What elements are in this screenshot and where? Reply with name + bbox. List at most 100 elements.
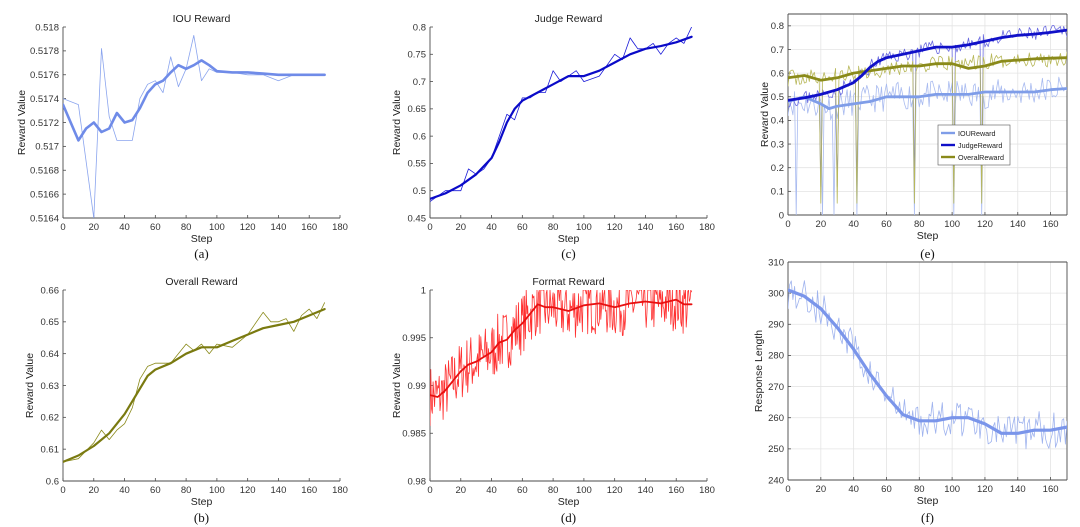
x-tick-label: 60 [150,485,161,496]
chart-b: 0 20 40 60 80 100 120 140 160 180 0.6 0.61 0.62 0.63 0… [24,276,348,525]
series-smoothed [63,308,326,463]
chart-f: 0 20 40 60 80 100 120 140 160 240 250 260 270 280 290 3… [753,257,1068,525]
y-tick-label: 0.4 [771,116,784,127]
x-tick-label: 120 [977,484,993,495]
y-axis-label: Reward Value [16,90,28,155]
x-tick-label: 0 [427,222,432,233]
figure-caption: (d) [561,510,576,525]
y-tick-label: 0.2 [771,163,784,174]
y-tick-label: 0.5172 [30,118,59,129]
chart-c: 0 20 40 60 80 100 120 140 160 180 0.45 0.5 0.55 0.6 0.… [391,13,715,261]
y-tick-label: 0.3 [771,139,784,150]
x-tick-label: 120 [977,219,993,230]
y-axis-label: Reward Value [24,353,36,418]
y-tick-label: 0.61 [41,444,60,455]
legend-label: JudgeReward [958,141,1002,150]
x-axis-label: Step [558,496,580,508]
figure-caption: (f) [921,510,934,525]
y-tick-label: 0.5 [413,186,426,197]
x-tick-label: 140 [638,485,654,496]
x-tick-label: 60 [881,219,892,230]
chart-title: Judge Reward [535,13,603,25]
series-smoothed [788,288,1067,435]
x-tick-label: 140 [1010,219,1026,230]
x-tick-label: 20 [816,219,827,230]
x-tick-label: 20 [816,484,827,495]
x-axis-label: Step [191,233,213,245]
series-smoothed [430,35,693,200]
x-tick-label: 20 [455,222,466,233]
x-tick-label: 80 [181,222,192,233]
y-tick-label: 0.518 [35,22,59,33]
x-tick-label: 80 [548,222,559,233]
x-tick-label: 0 [60,222,65,233]
x-tick-label: 160 [668,485,684,496]
x-axis-label: Step [917,230,939,242]
x-tick-label: 180 [332,222,348,233]
x-tick-label: 140 [1010,484,1026,495]
x-tick-label: 40 [119,485,130,496]
y-tick-label: 260 [768,413,784,424]
chart-d: 0 20 40 60 80 100 120 140 160 180 0.98 0.985 0.99 0.9… [391,276,715,525]
x-tick-label: 0 [60,485,65,496]
x-tick-label: 140 [271,485,287,496]
x-tick-label: 80 [548,485,559,496]
x-tick-label: 160 [301,222,317,233]
figure-caption: (a) [194,246,208,261]
y-tick-label: 0.7 [413,77,426,88]
x-tick-label: 40 [848,484,859,495]
x-tick-label: 20 [88,222,99,233]
x-tick-label: 60 [517,485,528,496]
y-axis-label: Reward Value [391,353,403,418]
y-tick-label: 0.517 [35,142,59,153]
y-tick-label: 0.45 [408,213,427,224]
x-tick-label: 100 [944,219,960,230]
series-judge-reward [788,28,1067,102]
y-tick-label: 290 [768,320,784,331]
chart-a: 0 20 40 60 80 100 120 140 160 180 0.5164 0.5166 0.51… [16,13,348,261]
x-tick-label: 100 [209,222,225,233]
x-tick-label: 180 [699,222,715,233]
y-tick-label: 0.985 [402,429,426,440]
x-tick-label: 120 [607,222,623,233]
y-tick-label: 0.98 [408,476,427,487]
series-smoothed [430,298,693,398]
series-raw-overall [788,51,1067,204]
y-tick-label: 0.5176 [30,70,59,81]
x-tick-label: 80 [914,484,925,495]
x-tick-label: 20 [88,485,99,496]
y-tick-label: 1 [421,285,426,296]
y-tick-label: 0.65 [41,317,60,328]
x-tick-label: 180 [699,485,715,496]
y-axis-label: Response Length [753,330,765,412]
legend-label: OveralReward [958,153,1004,162]
x-tick-label: 40 [848,219,859,230]
x-tick-label: 160 [1043,219,1059,230]
x-tick-label: 0 [785,484,790,495]
series-raw-iou [788,76,1067,215]
y-tick-label: 240 [768,475,784,486]
y-tick-label: 0.66 [41,285,60,296]
series-smoothed [63,59,326,142]
y-tick-label: 0.65 [408,104,427,115]
figure-caption: (b) [194,510,209,525]
x-tick-label: 0 [427,485,432,496]
x-tick-label: 40 [119,222,130,233]
series-iou-reward [788,87,1067,110]
series-overall-reward [788,56,1067,82]
y-tick-label: 0.5174 [30,94,59,105]
y-tick-label: 270 [768,382,784,393]
y-tick-label: 0.995 [402,333,426,344]
y-tick-label: 0.5178 [30,46,59,57]
x-tick-label: 100 [944,484,960,495]
y-tick-label: 0.99 [408,381,427,392]
x-tick-label: 160 [668,222,684,233]
x-tick-label: 0 [785,219,790,230]
x-axis-label: Step [558,233,580,245]
y-tick-label: 250 [768,444,784,455]
figure-caption: (c) [561,246,575,261]
x-tick-label: 60 [881,484,892,495]
x-tick-label: 120 [607,485,623,496]
y-tick-label: 0.63 [41,381,60,392]
y-tick-label: 0.8 [771,21,784,32]
